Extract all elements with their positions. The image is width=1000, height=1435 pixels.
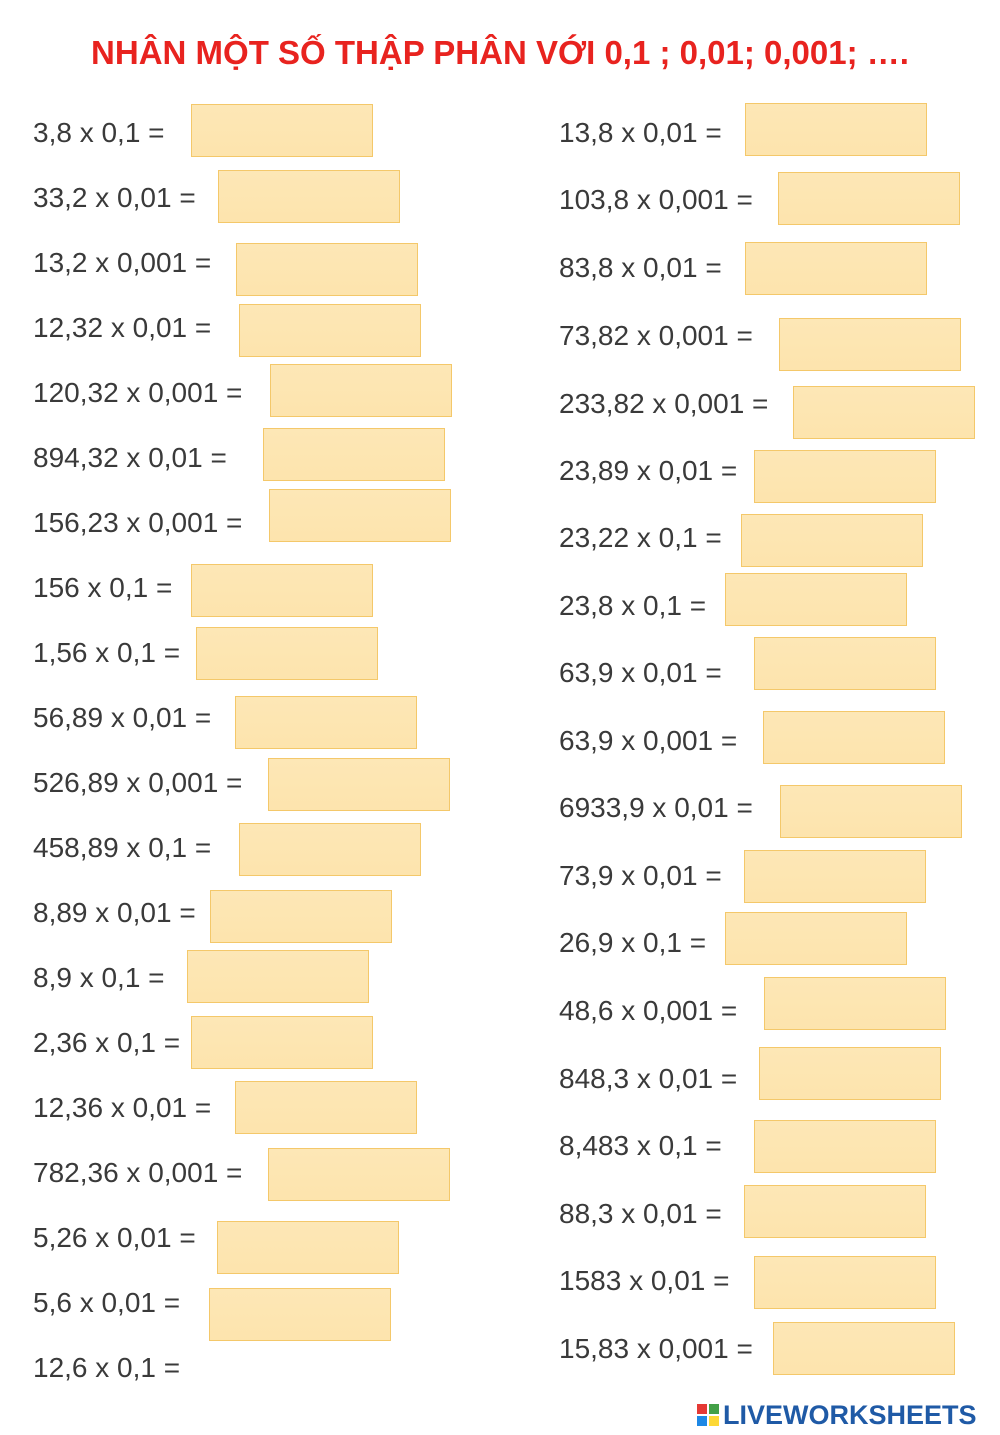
- left-equation-3: 13,2 x 0,001 =: [33, 247, 212, 278]
- left-answer-input-13[interactable]: [210, 890, 392, 943]
- left-answer-input-5[interactable]: [270, 364, 452, 417]
- right-equation-6: 23,89 x 0,01 =: [559, 455, 738, 486]
- left-equation-2: 33,2 x 0,01 =: [33, 182, 196, 213]
- left-answer-input-8[interactable]: [191, 564, 373, 617]
- left-equation-20: 12,6 x 0,1 =: [33, 1352, 181, 1383]
- right-answer-input-19[interactable]: [773, 1322, 955, 1375]
- right-answer-input-8[interactable]: [725, 573, 907, 626]
- left-answer-input-2[interactable]: [218, 170, 400, 223]
- right-equation-16: 8,483 x 0,1 =: [559, 1130, 722, 1161]
- left-equation-11: 526,89 x 0,001 =: [33, 767, 243, 798]
- right-answer-input-14[interactable]: [764, 977, 946, 1030]
- right-answer-input-15[interactable]: [759, 1047, 941, 1100]
- right-equation-12: 73,9 x 0,01 =: [559, 860, 722, 891]
- left-equation-10: 56,89 x 0,01 =: [33, 702, 212, 733]
- right-answer-input-2[interactable]: [778, 172, 960, 225]
- left-equation-5: 120,32 x 0,001 =: [33, 377, 243, 408]
- page-title: NHÂN MỘT SỐ THẬP PHÂN VỚI 0,1 ; 0,01; 0,…: [91, 34, 909, 71]
- left-answer-input-7[interactable]: [269, 489, 451, 542]
- left-answer-input-3[interactable]: [236, 243, 418, 296]
- left-equation-8: 156 x 0,1 =: [33, 572, 173, 603]
- right-equation-2: 103,8 x 0,001 =: [559, 184, 753, 215]
- left-answer-input-14[interactable]: [187, 950, 369, 1003]
- right-answer-input-5[interactable]: [793, 386, 975, 439]
- liveworksheets-brand: LIVEWORKSHEETS: [697, 1399, 977, 1431]
- left-answer-input-10[interactable]: [235, 696, 417, 749]
- right-equation-18: 1583 x 0,01 =: [559, 1265, 730, 1296]
- left-equation-15: 2,36 x 0,1 =: [33, 1027, 181, 1058]
- left-answer-input-12[interactable]: [239, 823, 421, 876]
- left-equation-17: 782,36 x 0,001 =: [33, 1157, 243, 1188]
- left-equation-19: 5,6 x 0,01 =: [33, 1287, 181, 1318]
- right-answer-input-3[interactable]: [745, 242, 927, 295]
- right-equation-9: 63,9 x 0,01 =: [559, 657, 722, 688]
- right-answer-input-13[interactable]: [725, 912, 907, 965]
- left-equation-12: 458,89 x 0,1 =: [33, 832, 212, 863]
- right-answer-input-12[interactable]: [744, 850, 926, 903]
- right-equation-3: 83,8 x 0,01 =: [559, 252, 722, 283]
- left-equation-16: 12,36 x 0,01 =: [33, 1092, 212, 1123]
- right-answer-input-6[interactable]: [754, 450, 936, 503]
- right-equation-7: 23,22 x 0,1 =: [559, 522, 722, 553]
- right-equation-4: 73,82 x 0,001 =: [559, 320, 753, 351]
- right-answer-input-7[interactable]: [741, 514, 923, 567]
- left-equation-6: 894,32 x 0,01 =: [33, 442, 227, 473]
- right-equation-13: 26,9 x 0,1 =: [559, 927, 707, 958]
- left-equation-1: 3,8 x 0,1 =: [33, 117, 165, 148]
- left-answer-input-16[interactable]: [235, 1081, 417, 1134]
- left-answer-input-15[interactable]: [191, 1016, 373, 1069]
- right-equation-11: 6933,9 x 0,01 =: [559, 792, 753, 823]
- right-equation-17: 88,3 x 0,01 =: [559, 1198, 722, 1229]
- right-answer-input-4[interactable]: [779, 318, 961, 371]
- right-equation-10: 63,9 x 0,001 =: [559, 725, 738, 756]
- right-equation-14: 48,6 x 0,001 =: [559, 995, 738, 1026]
- left-equation-9: 1,56 x 0,1 =: [33, 637, 181, 668]
- left-equation-14: 8,9 x 0,1 =: [33, 962, 165, 993]
- right-equation-15: 848,3 x 0,01 =: [559, 1063, 738, 1094]
- left-answer-input-6[interactable]: [263, 428, 445, 481]
- right-answer-input-16[interactable]: [754, 1120, 936, 1173]
- left-answer-input-1[interactable]: [191, 104, 373, 157]
- left-answer-input-18[interactable]: [217, 1221, 399, 1274]
- right-answer-input-17[interactable]: [744, 1185, 926, 1238]
- left-answer-input-9[interactable]: [196, 627, 378, 680]
- left-answer-input-17[interactable]: [268, 1148, 450, 1201]
- left-equation-7: 156,23 x 0,001 =: [33, 507, 243, 538]
- left-answer-input-11[interactable]: [268, 758, 450, 811]
- right-equation-8: 23,8 x 0,1 =: [559, 590, 707, 621]
- brand-name: LIVEWORKSHEETS: [723, 1399, 977, 1430]
- right-equation-5: 233,82 x 0,001 =: [559, 388, 769, 419]
- left-answer-input-4[interactable]: [239, 304, 421, 357]
- liveworksheets-logo-icon: [697, 1404, 719, 1426]
- left-equation-13: 8,89 x 0,01 =: [33, 897, 196, 928]
- right-answer-input-1[interactable]: [745, 103, 927, 156]
- right-answer-input-11[interactable]: [780, 785, 962, 838]
- right-equation-1: 13,8 x 0,01 =: [559, 117, 722, 148]
- right-answer-input-9[interactable]: [754, 637, 936, 690]
- right-answer-input-10[interactable]: [763, 711, 945, 764]
- right-answer-input-18[interactable]: [754, 1256, 936, 1309]
- left-answer-input-19[interactable]: [209, 1288, 391, 1341]
- left-equation-4: 12,32 x 0,01 =: [33, 312, 212, 343]
- left-equation-18: 5,26 x 0,01 =: [33, 1222, 196, 1253]
- right-equation-19: 15,83 x 0,001 =: [559, 1333, 753, 1364]
